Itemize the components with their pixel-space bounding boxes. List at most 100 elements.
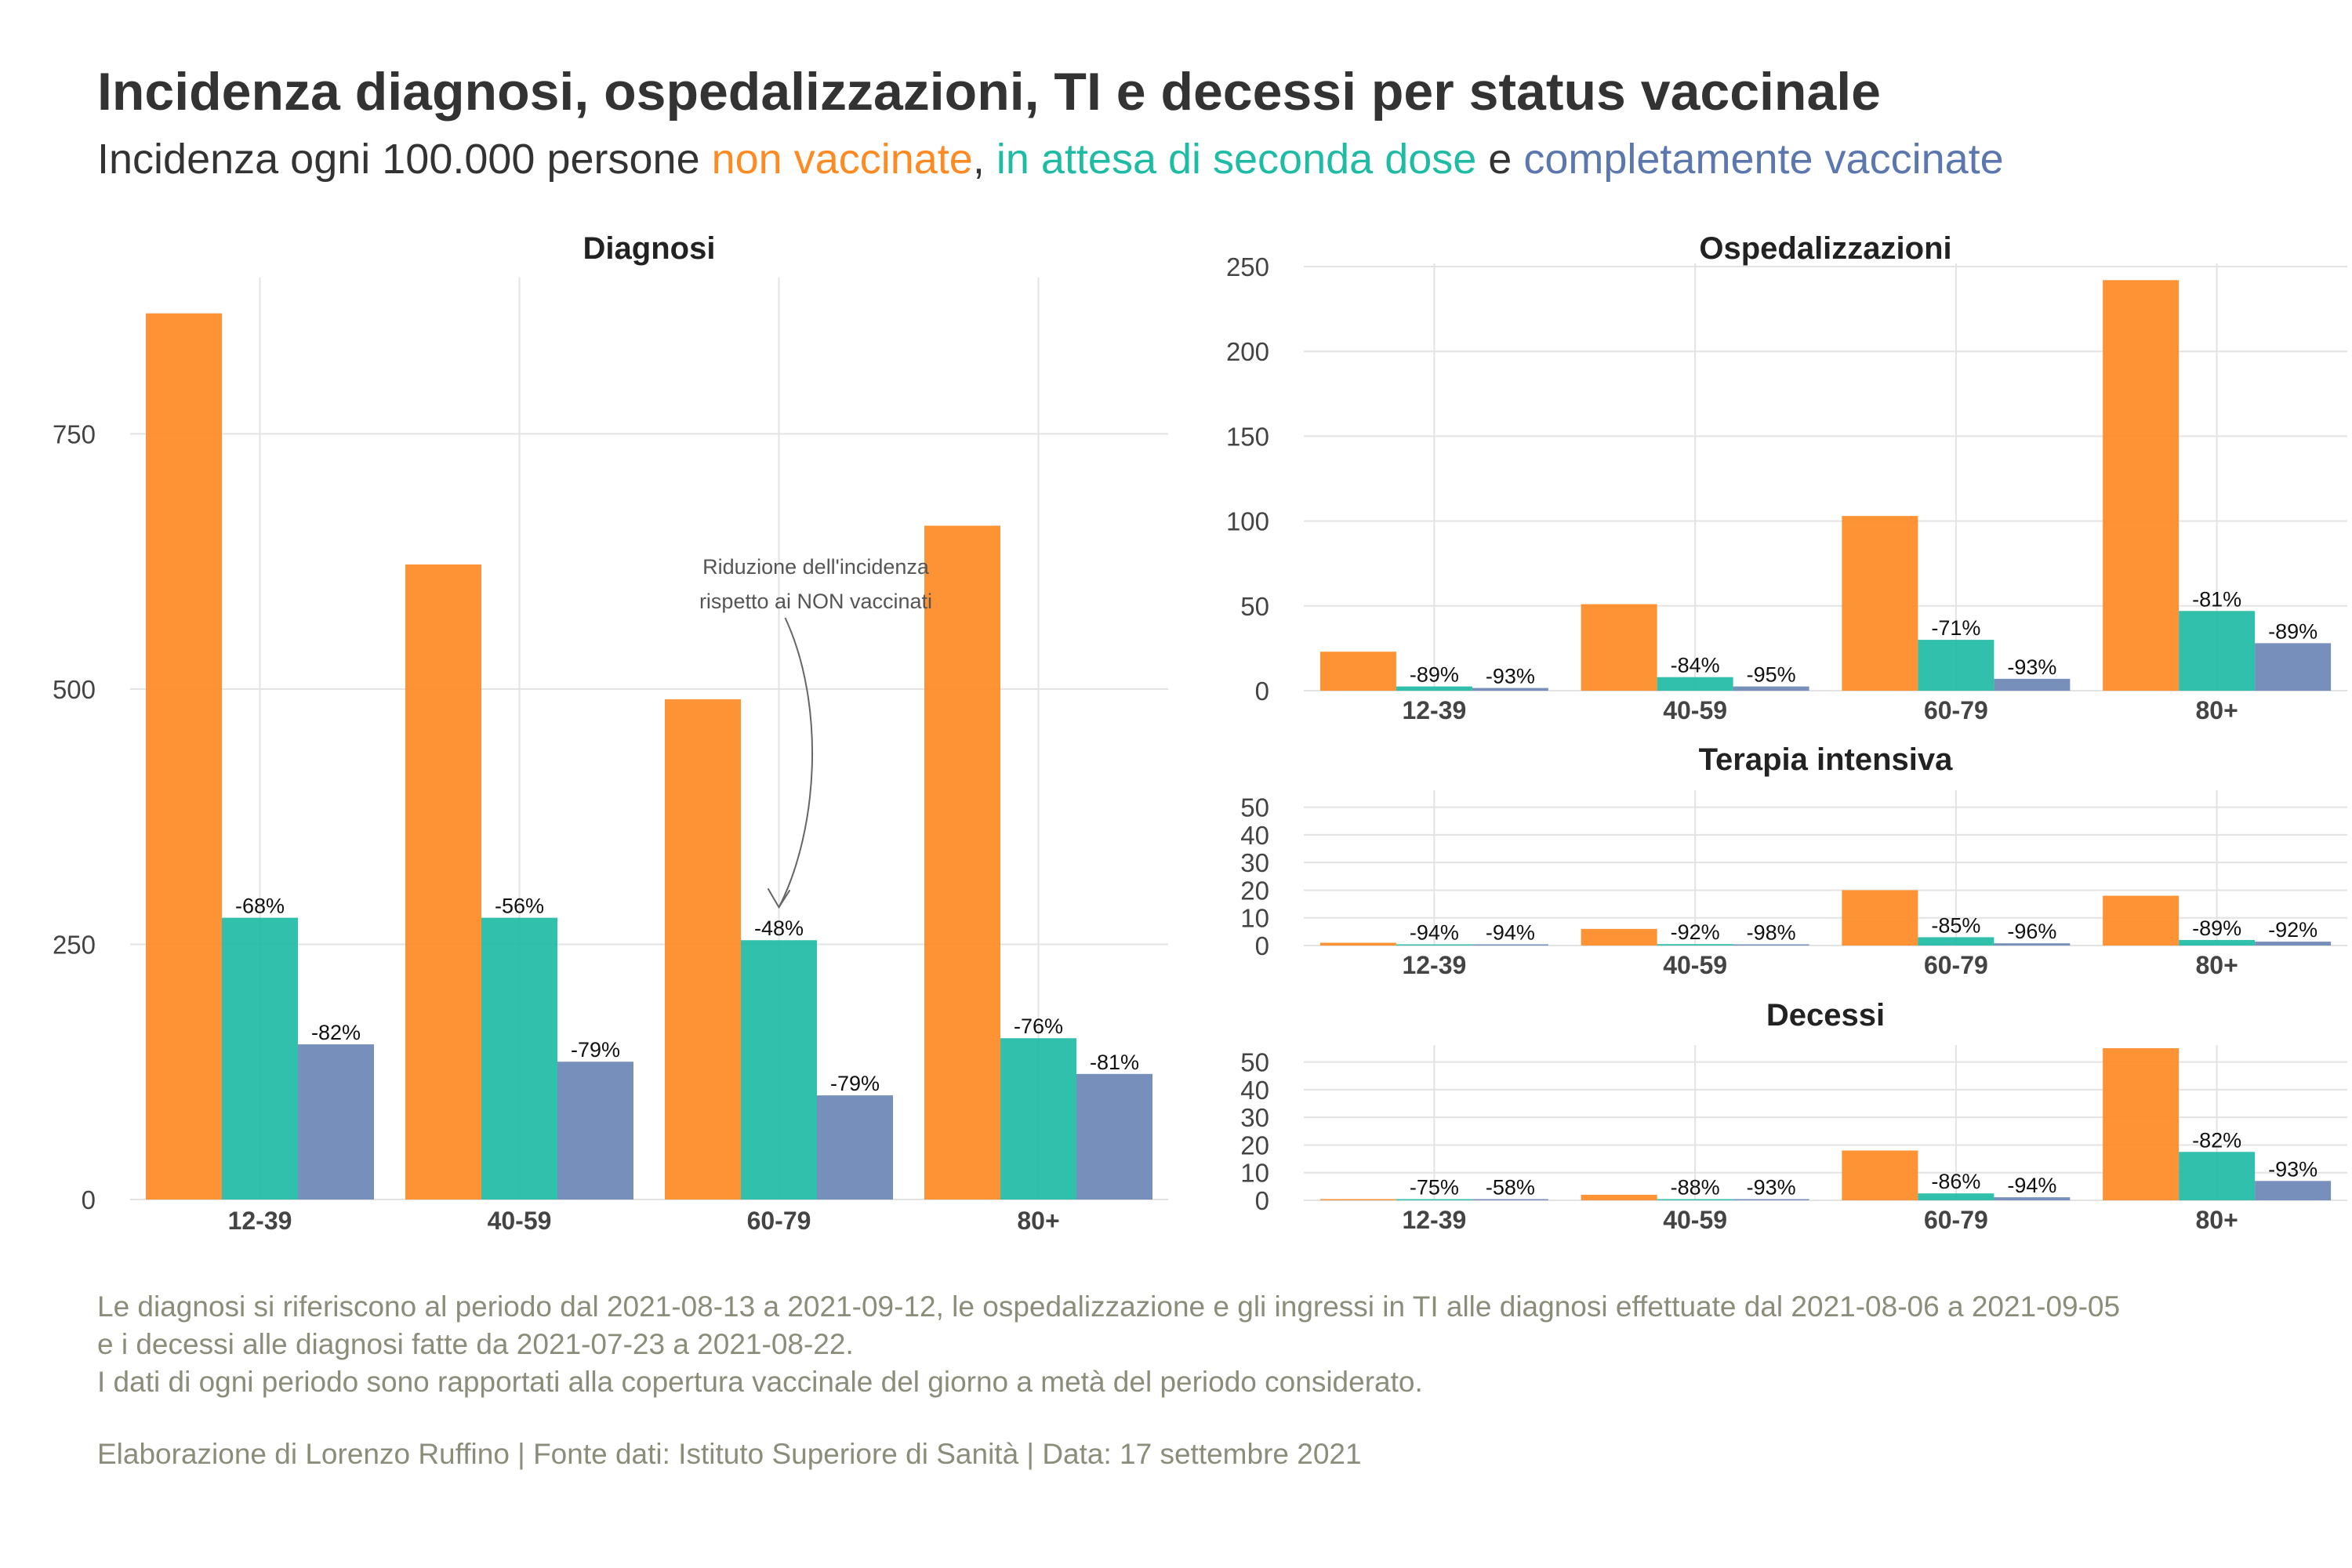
- terapia-intensiva-bar-partial: [1657, 944, 1733, 946]
- decessi-bar-partial: [2179, 1152, 2256, 1200]
- terapia-intensiva-bar-partial: [1396, 944, 1472, 946]
- note-line-2: e i decessi alle diagnosi fatte da 2021-…: [97, 1328, 854, 1360]
- terapia-intensiva-category-label: 12-39: [1402, 951, 1466, 979]
- subtitle-non-vax: non vaccinate: [711, 136, 973, 183]
- terapia-intensiva-bar-non-vax: [1842, 890, 1918, 946]
- terapia-intensiva-value-label: -85%: [1931, 913, 1980, 937]
- diagnosi-bar-partial: [741, 940, 817, 1200]
- decessi-y-tick-label: 30: [1240, 1103, 1269, 1132]
- decessi-value-label: -88%: [1671, 1176, 1720, 1200]
- terapia-intensiva-value-label: -92%: [1671, 920, 1720, 944]
- ospedalizzazioni-value-label: -71%: [1931, 616, 1980, 640]
- terapia-intensiva-category-label: 80+: [2195, 951, 2238, 979]
- subtitle-partial: in attesa di seconda dose: [996, 136, 1477, 183]
- terapia-intensiva-bar-full: [1733, 944, 1809, 946]
- diagnosi-y-tick-label: 250: [53, 930, 96, 959]
- annotation-line-2: rispetto ai NON vaccinati: [699, 590, 932, 613]
- diagnosi-bar-non-vax: [665, 699, 741, 1200]
- terapia-intensiva-y-tick-label: 0: [1255, 931, 1269, 960]
- decessi-bar-partial: [1657, 1199, 1733, 1200]
- diagnosi-value-label: -79%: [571, 1038, 620, 1062]
- decessi-bar-full: [1994, 1197, 2071, 1200]
- note-line-1: Le diagnosi si riferiscono al periodo da…: [97, 1290, 2121, 1323]
- decessi-bar-partial: [1396, 1199, 1472, 1200]
- diagnosi-category-label: 12-39: [228, 1207, 292, 1235]
- subtitle-sep1: ,: [972, 136, 996, 183]
- decessi-value-label: -93%: [2268, 1157, 2318, 1181]
- terapia-intensiva-bar-full: [2255, 942, 2332, 946]
- decessi-value-label: -86%: [1931, 1170, 1980, 1193]
- ospedalizzazioni-value-label: -93%: [2007, 655, 2056, 679]
- terapia-intensiva-y-tick-label: 20: [1240, 876, 1269, 905]
- ospedalizzazioni-value-label: -93%: [1486, 665, 1535, 688]
- ospedalizzazioni-bar-partial: [1918, 640, 1994, 691]
- diagnosi-value-label: -79%: [830, 1072, 880, 1095]
- terapia-intensiva-y-tick-label: 40: [1240, 821, 1269, 850]
- ospedalizzazioni-y-tick-label: 0: [1255, 677, 1269, 706]
- decessi-y-tick-label: 50: [1240, 1048, 1269, 1077]
- note-line-3: I dati di ogni periodo sono rapportati a…: [97, 1366, 1423, 1398]
- decessi-bar-non-vax: [1581, 1194, 1657, 1200]
- ospedalizzazioni-value-label: -81%: [2192, 587, 2241, 611]
- diagnosi-value-label: -76%: [1014, 1014, 1063, 1038]
- decessi-bar-non-vax: [2103, 1048, 2180, 1200]
- ospedalizzazioni-bar-full: [1733, 686, 1809, 691]
- subtitle-sep2: e: [1476, 136, 1524, 183]
- ospedalizzazioni-bar-full: [2255, 643, 2332, 691]
- terapia-intensiva-value-label: -94%: [1410, 921, 1459, 945]
- terapia-intensiva-value-label: -94%: [1486, 921, 1535, 945]
- annotation-arrow: [778, 617, 814, 908]
- ospedalizzazioni-y-tick-label: 200: [1226, 337, 1269, 366]
- ospedalizzazioni-y-tick-label: 100: [1226, 507, 1269, 536]
- terapia-intensiva-value-label: -89%: [2192, 916, 2241, 940]
- decessi-category-label: 80+: [2195, 1206, 2238, 1234]
- ospedalizzazioni-category-label: 12-39: [1402, 696, 1466, 724]
- ospedalizzazioni-value-label: -89%: [2268, 619, 2318, 643]
- diagnosi-bar-full: [298, 1044, 374, 1200]
- terapia-intensiva-bar-full: [1472, 944, 1548, 946]
- subtitle-full: completamente vaccinate: [1523, 136, 2004, 183]
- ospedalizzazioni-bar-full: [1994, 678, 2071, 691]
- decessi-y-tick-label: 10: [1240, 1159, 1269, 1188]
- terapia-intensiva-bar-non-vax: [2103, 895, 2180, 946]
- decessi-bar-non-vax: [1319, 1199, 1396, 1200]
- terapia-intensiva-bar-non-vax: [1319, 942, 1396, 946]
- terapia-intensiva-bar-full: [1994, 943, 2071, 946]
- decessi-value-label: -93%: [1747, 1176, 1796, 1200]
- decessi-bar-partial: [1918, 1193, 1994, 1200]
- diagnosi-bar-full: [557, 1062, 633, 1200]
- diagnosi-category-label: 40-59: [488, 1207, 552, 1235]
- decessi-category-label: 40-59: [1663, 1206, 1727, 1234]
- terapia-intensiva-value-label: -98%: [1747, 921, 1796, 945]
- diagnosi-bar-partial: [1000, 1038, 1076, 1200]
- diagnosi-y-tick-label: 500: [53, 675, 96, 704]
- ospedalizzazioni-value-label: -95%: [1747, 663, 1796, 687]
- decessi-y-tick-label: 0: [1255, 1186, 1269, 1215]
- decessi-panel-title: Decessi: [1766, 998, 1885, 1033]
- diagnosi-bar-partial: [481, 917, 557, 1200]
- ospedalizzazioni-bar-partial: [1657, 677, 1733, 691]
- terapia-intensiva-category-label: 40-59: [1663, 951, 1727, 979]
- ospedalizzazioni-y-tick-label: 250: [1226, 252, 1269, 281]
- diagnosi-y-tick-label: 750: [53, 419, 96, 448]
- ospedalizzazioni-bar-non-vax: [1842, 516, 1918, 691]
- annotation-line-1: Riduzione dell'incidenza: [702, 555, 930, 579]
- decessi-bar-full: [1472, 1199, 1548, 1200]
- decessi-bar-full: [1733, 1199, 1809, 1200]
- diagnosi-category-label: 60-79: [747, 1207, 811, 1235]
- terapia-intensiva-value-label: -96%: [2007, 920, 2056, 943]
- terapia-intensiva-bar-partial: [2179, 939, 2256, 946]
- terapia-intensiva-bar-partial: [1918, 937, 1994, 946]
- diagnosi-value-label: -81%: [1090, 1051, 1139, 1074]
- terapia-intensiva-category-label: 60-79: [1924, 951, 1988, 979]
- diagnosi-bar-non-vax: [405, 564, 481, 1200]
- terapia-intensiva-bar-non-vax: [1581, 928, 1657, 946]
- annotation-arrowhead: [767, 887, 791, 909]
- diagnosi-category-label: 80+: [1017, 1207, 1059, 1235]
- diagnosi-bar-full: [1076, 1073, 1152, 1200]
- decessi-value-label: -58%: [1486, 1176, 1535, 1200]
- ospedalizzazioni-category-label: 80+: [2195, 696, 2238, 724]
- decessi-value-label: -82%: [2192, 1128, 2241, 1152]
- diagnosi-value-label: -82%: [311, 1021, 361, 1044]
- terapia-intensiva-panel-title: Terapia intensiva: [1699, 742, 1954, 777]
